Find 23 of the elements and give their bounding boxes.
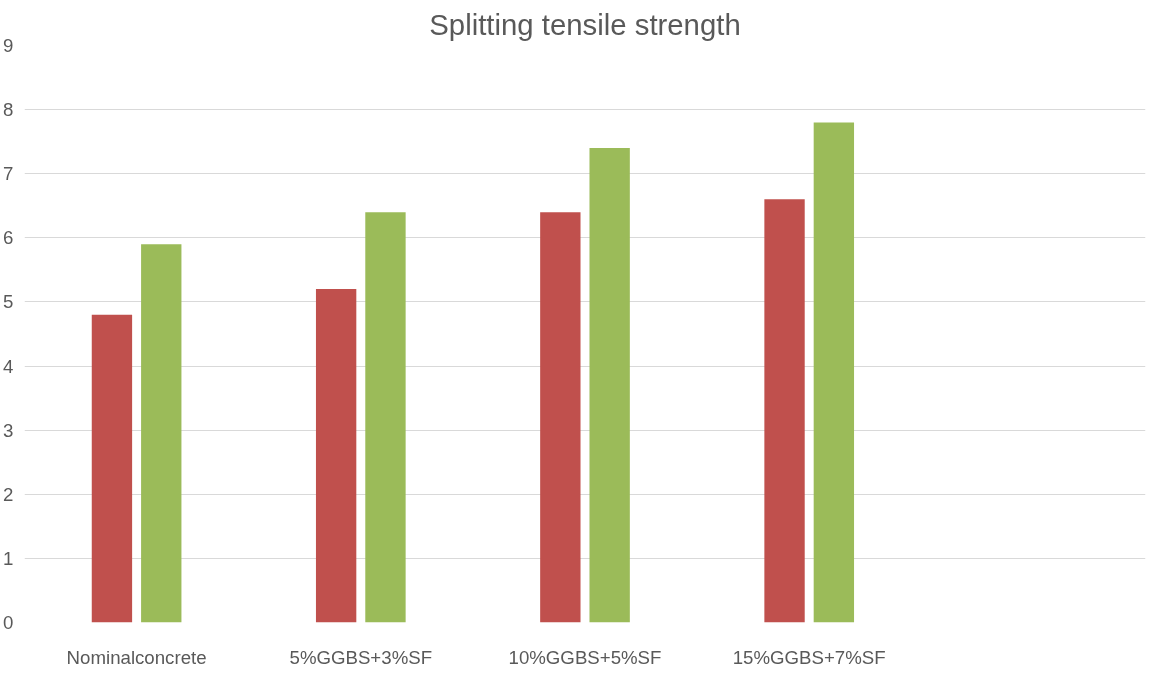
y-tick-label: 8 <box>3 99 14 121</box>
bar <box>813 122 855 623</box>
y-tick-label: 9 <box>3 35 14 56</box>
y-tick-label: 7 <box>3 163 14 185</box>
chart-title: Splitting tensile strength <box>429 7 741 41</box>
y-tick-label: 1 <box>3 547 14 569</box>
y-tick-label: 2 <box>3 483 14 505</box>
x-tick-label: Nominalconcrete <box>66 646 207 668</box>
y-tick-label: 0 <box>3 612 14 633</box>
y-tick-label: 6 <box>3 227 14 249</box>
x-tick-label: 5%GGBS+3%SF <box>289 646 433 668</box>
bar <box>764 199 805 623</box>
bar <box>365 212 406 623</box>
bar <box>589 148 630 623</box>
y-tick-label: 5 <box>3 291 14 313</box>
y-tick-label: 4 <box>3 355 14 377</box>
bar <box>315 289 357 623</box>
bar <box>540 212 581 623</box>
y-tick-label: 3 <box>3 419 14 441</box>
bar <box>141 244 182 623</box>
x-tick-label: 10%GGBS+5%SF <box>508 646 662 668</box>
bar <box>91 314 133 623</box>
x-tick-label: 15%GGBS+7%SF <box>732 646 886 668</box>
